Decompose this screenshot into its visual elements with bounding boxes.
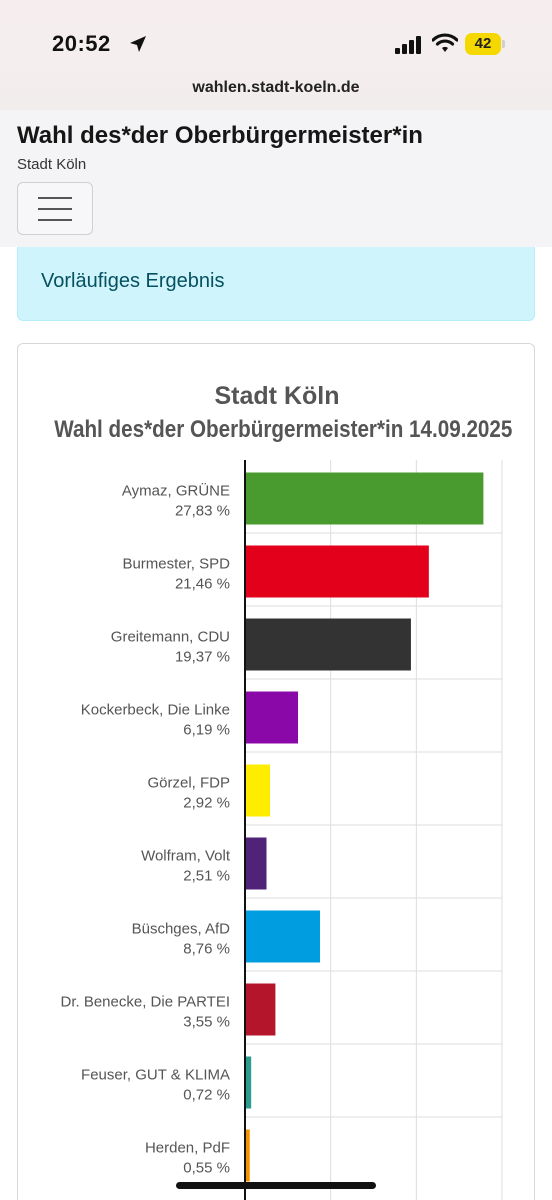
bar-candidate-label: Büschges, AfD [132,921,231,938]
bar-value-label: 27,83 % [175,503,230,520]
bar-candidate-label: Görzel, FDP [147,775,230,792]
bar-candidate-label: Herden, PdF [145,1140,230,1157]
bar-value-label: 2,51 % [183,868,230,885]
bar-candidate-label: Dr. Benecke, Die PARTEI [60,994,230,1011]
bar [245,691,299,744]
location-arrow-icon [128,34,148,59]
bar-candidate-label: Aymaz, GRÜNE [122,482,230,500]
result-status-alert: Vorläufiges Ergebnis [17,247,535,321]
bar [245,983,276,1036]
bar-candidate-label: Feuser, GUT & KLIMA [81,1067,230,1084]
bar-candidate-label: Burmester, SPD [122,556,230,573]
page-title: Wahl des*der Oberbürgermeister*in [17,122,423,149]
cellular-signal-icon [395,36,423,59]
status-bar: 20:52 42 wahlen.stadt-koeln.de [0,0,552,110]
bar [245,472,484,525]
site-header: Wahl des*der Oberbürgermeister*in Stadt … [0,110,552,247]
menu-toggle-button[interactable] [17,182,93,235]
bar [245,910,321,963]
bar-value-label: 0,55 % [183,1160,230,1177]
bar-value-label: 8,76 % [183,941,230,958]
bar-value-label: 2,92 % [183,795,230,812]
chart-card: Stadt Köln Wahl des*der Oberbürgermeiste… [17,343,535,1200]
bar-value-label: 19,37 % [175,649,230,666]
bar [245,837,267,890]
results-bar-chart: Aymaz, GRÜNE 27,83 % Burmester, SPD 21,46 %… [60,460,503,1200]
bar-candidate-label: Greitemann, CDU [111,629,230,646]
bar [245,618,411,671]
bar-value-label: 6,19 % [183,722,230,739]
bar-value-label: 3,55 % [183,1014,230,1031]
bar-value-label: 0,72 % [183,1087,230,1104]
home-indicator [176,1182,376,1189]
bar-candidate-label: Kockerbeck, Die Linke [81,702,230,719]
page-subtitle: Stadt Köln [17,156,87,173]
battery-icon: 42 [465,33,505,55]
hamburger-icon [38,197,72,199]
url-bar[interactable]: wahlen.stadt-koeln.de [192,79,360,96]
status-time: 20:52 [52,31,111,56]
chart-title: Stadt Köln [214,382,340,410]
alert-text: Vorläufiges Ergebnis [41,270,225,292]
bar [245,545,429,598]
chart-subtitle: Wahl des*der Oberbürgermeister*in 14.09.… [54,416,513,443]
bar [245,1129,250,1182]
battery-level: 42 [474,35,492,52]
bar-value-label: 21,46 % [175,576,230,593]
wifi-icon [431,33,459,58]
bar [245,1056,252,1109]
bar [245,764,271,817]
bar-candidate-label: Wolfram, Volt [141,848,231,865]
